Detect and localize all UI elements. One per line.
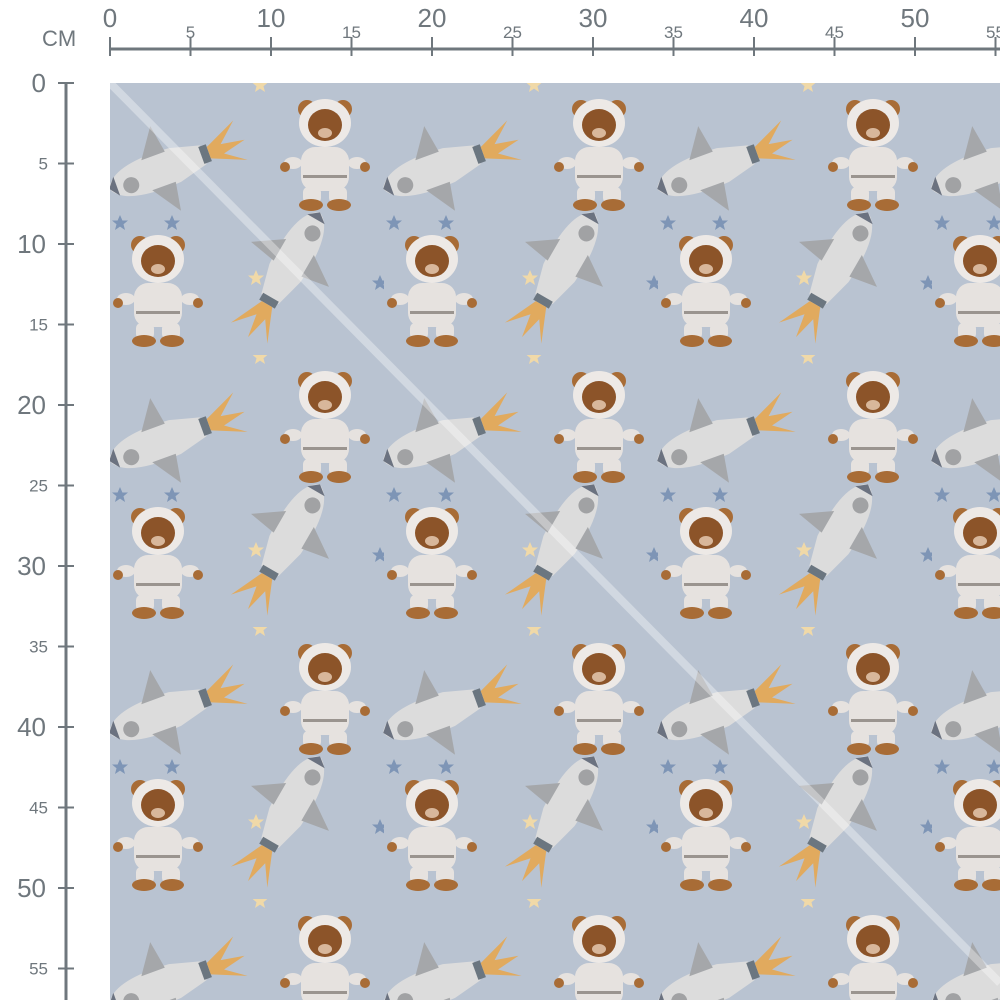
- ruler-tick-label: 30: [579, 3, 608, 33]
- ruler-tick-label: 0: [32, 68, 46, 98]
- ruler-tick-label: 45: [29, 799, 48, 818]
- ruler-tick-label: 35: [664, 23, 683, 42]
- fabric-swatch: [110, 83, 1000, 1000]
- ruler-tick-label: 50: [901, 3, 930, 33]
- ruler-tick-label: 20: [418, 3, 447, 33]
- ruler-tick-label: 25: [503, 23, 522, 42]
- horizontal-ruler: 0 5 10 15 20 25 30 35 40 45 50 55: [103, 3, 1000, 56]
- ruler-tick-label: 40: [740, 3, 769, 33]
- ruler-tick-label: 15: [342, 23, 361, 42]
- ruler-tick-label: 50: [17, 873, 46, 903]
- ruler-tick-label: 20: [17, 390, 46, 420]
- ruler-tick-label: 10: [257, 3, 286, 33]
- ruler-tick-label: 30: [17, 551, 46, 581]
- glare-line: [110, 83, 1000, 986]
- ruler-tick-label: 0: [103, 3, 117, 33]
- ruler-tick-label: 15: [29, 316, 48, 335]
- ruler-tick-label: 10: [17, 229, 46, 259]
- vertical-ruler: 0 5 10 15 20 25 30 35 40 45 50 55: [17, 68, 74, 1000]
- pattern-fill: [110, 83, 1000, 1000]
- ruler-unit-label: CM: [42, 26, 76, 51]
- ruler-tick-label: 5: [39, 155, 48, 174]
- ruler-tick-label: 35: [29, 638, 48, 657]
- ruler-tick-label: 55: [29, 960, 48, 979]
- ruler-tick-label: 40: [17, 712, 46, 742]
- ruler-tick-label: 55: [986, 23, 1000, 42]
- ruler-tick-label: 45: [825, 23, 844, 42]
- ruler-tick-label: 25: [29, 477, 48, 496]
- ruler-tick-label: 5: [186, 23, 195, 42]
